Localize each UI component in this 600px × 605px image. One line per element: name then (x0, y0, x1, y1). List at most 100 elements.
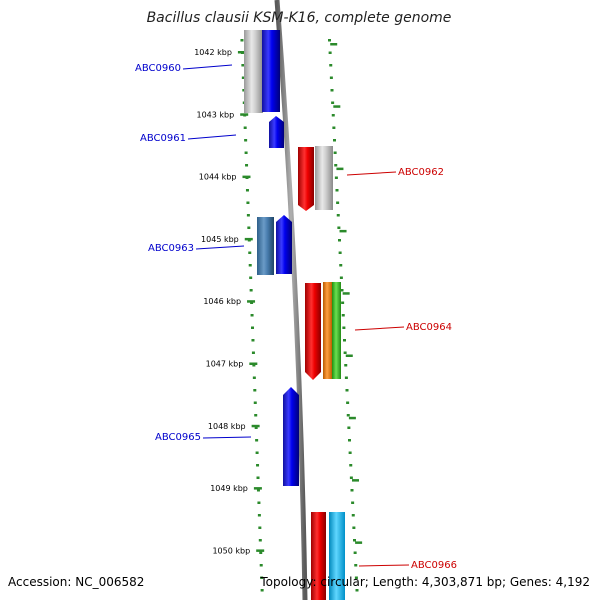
gene-labels: ABC0960 ABC0961 ABC0962 ABC0963 ABC0964 … (135, 63, 457, 571)
axis-dot (355, 589, 359, 592)
kbp-major-tick (256, 549, 265, 552)
axis-dot (347, 426, 351, 429)
kbp-tick-label: 1046 kbp (203, 297, 241, 306)
axis-dot (252, 364, 256, 367)
axis-dot (341, 301, 345, 304)
axis-dot (341, 314, 345, 317)
axis-dot (331, 114, 335, 117)
axis-dot (249, 289, 253, 292)
axis-right-dots (328, 39, 363, 592)
gene-block-abc0965[interactable] (283, 387, 299, 486)
gene-label-abc0965[interactable]: ABC0965 (155, 432, 201, 443)
genome-backbone (274, 0, 308, 601)
axis-dot (340, 289, 344, 292)
axis-dot (349, 476, 353, 479)
kbp-axis: 1042 kbp 1043 kbp 1044 kbp 1045 kbp 1046 kbp… (194, 48, 265, 555)
gene-block-abc0960-grey[interactable] (244, 30, 263, 113)
gene-block-abc0961[interactable] (269, 116, 284, 148)
gene-label-abc0966[interactable]: ABC0966 (411, 560, 457, 571)
kbp-tick-label: 1043 kbp (196, 110, 234, 119)
axis-dot (258, 526, 262, 529)
gene-label-abc0962[interactable]: ABC0962 (398, 167, 444, 178)
axis-dot (253, 401, 257, 404)
axis-dot (246, 214, 250, 217)
kbp-tick-label: 1049 kbp (210, 484, 248, 493)
axis-major-mark (352, 479, 360, 482)
gene-block-abc0964-orange[interactable] (323, 282, 332, 379)
axis-dot (351, 514, 355, 517)
axis-dot (242, 89, 246, 92)
axis-dot (247, 226, 251, 229)
axis-dot (351, 501, 355, 504)
axis-dot (339, 276, 343, 279)
axis-dot (259, 551, 263, 554)
axis-dot (345, 389, 349, 392)
kbp-major-tick (249, 362, 258, 365)
kbp-major-tick (240, 113, 249, 116)
axis-dot (354, 576, 358, 579)
axis-major-mark (345, 354, 353, 357)
gene-block-abc0962[interactable] (298, 147, 314, 211)
axis-major-mark (339, 229, 347, 233)
axis-major-mark (355, 541, 363, 544)
axis-dot (250, 314, 254, 317)
axis-dot (255, 439, 259, 442)
axis-dot (240, 39, 244, 42)
axis-dot (353, 539, 356, 542)
gene-block-abc0966-cyan[interactable] (329, 512, 345, 600)
axis-dot (336, 201, 340, 204)
gene-label-abc0961[interactable]: ABC0961 (140, 133, 186, 144)
axis-dot (344, 376, 348, 379)
axis-dot (329, 76, 333, 79)
axis-dot (328, 51, 332, 54)
axis-dot (338, 239, 341, 242)
axis-dot (353, 551, 357, 554)
axis-dot (257, 514, 261, 517)
axis-dot (354, 564, 358, 567)
gene-block-abc0963-steel[interactable] (257, 217, 274, 275)
gene-block-abc0964-green[interactable] (332, 282, 341, 379)
gene-block-abc0960[interactable] (262, 30, 280, 112)
kbp-tick-label: 1042 kbp (194, 48, 232, 57)
gene-block-abc0966[interactable] (311, 512, 326, 600)
axis-dot (328, 39, 331, 42)
axis-dot (259, 564, 263, 567)
axis-dot (254, 414, 258, 417)
kbp-major-tick (251, 424, 260, 428)
axis-dot (254, 426, 258, 429)
axis-dot (252, 376, 256, 379)
axis-major-mark (348, 416, 356, 420)
kbp-tick-label: 1044 kbp (199, 173, 237, 182)
map-title: Bacillus clausii KSM-K16, complete genom… (147, 10, 452, 26)
axis-dot (349, 464, 353, 467)
axis-dot (346, 401, 350, 404)
gene-label-abc0964[interactable]: ABC0964 (406, 322, 452, 333)
axis-dot (334, 176, 338, 179)
axis-dot (257, 501, 261, 504)
axis-dot (251, 339, 255, 342)
gene-block-abc0963[interactable] (276, 215, 292, 274)
axis-dot (241, 76, 245, 79)
gene-label-abc0963[interactable]: ABC0963 (148, 243, 194, 254)
gene-label-abc0960[interactable]: ABC0960 (135, 63, 181, 74)
axis-dot (253, 389, 257, 392)
axis-dot (339, 264, 343, 267)
axis-dot (251, 326, 255, 329)
axis-dot (337, 226, 341, 229)
axis-dot (331, 101, 335, 104)
axis-dot (332, 126, 336, 129)
gene-block-abc0962-grey[interactable] (315, 146, 333, 210)
axis-dot (350, 489, 354, 492)
gene-block-abc0964[interactable] (305, 283, 321, 380)
axis-dot (336, 214, 340, 217)
kbp-tick-label: 1047 kbp (206, 360, 244, 369)
label-connectors (182, 64, 410, 567)
axis-dot (245, 189, 249, 192)
axis-left-dots (240, 39, 264, 592)
axis-dot (343, 351, 347, 354)
axis-dot (241, 64, 245, 67)
axis-dot (256, 489, 260, 492)
kbp-tick-label: 1045 kbp (201, 235, 239, 244)
axis-dot (348, 451, 352, 454)
axis-dot (330, 89, 334, 92)
